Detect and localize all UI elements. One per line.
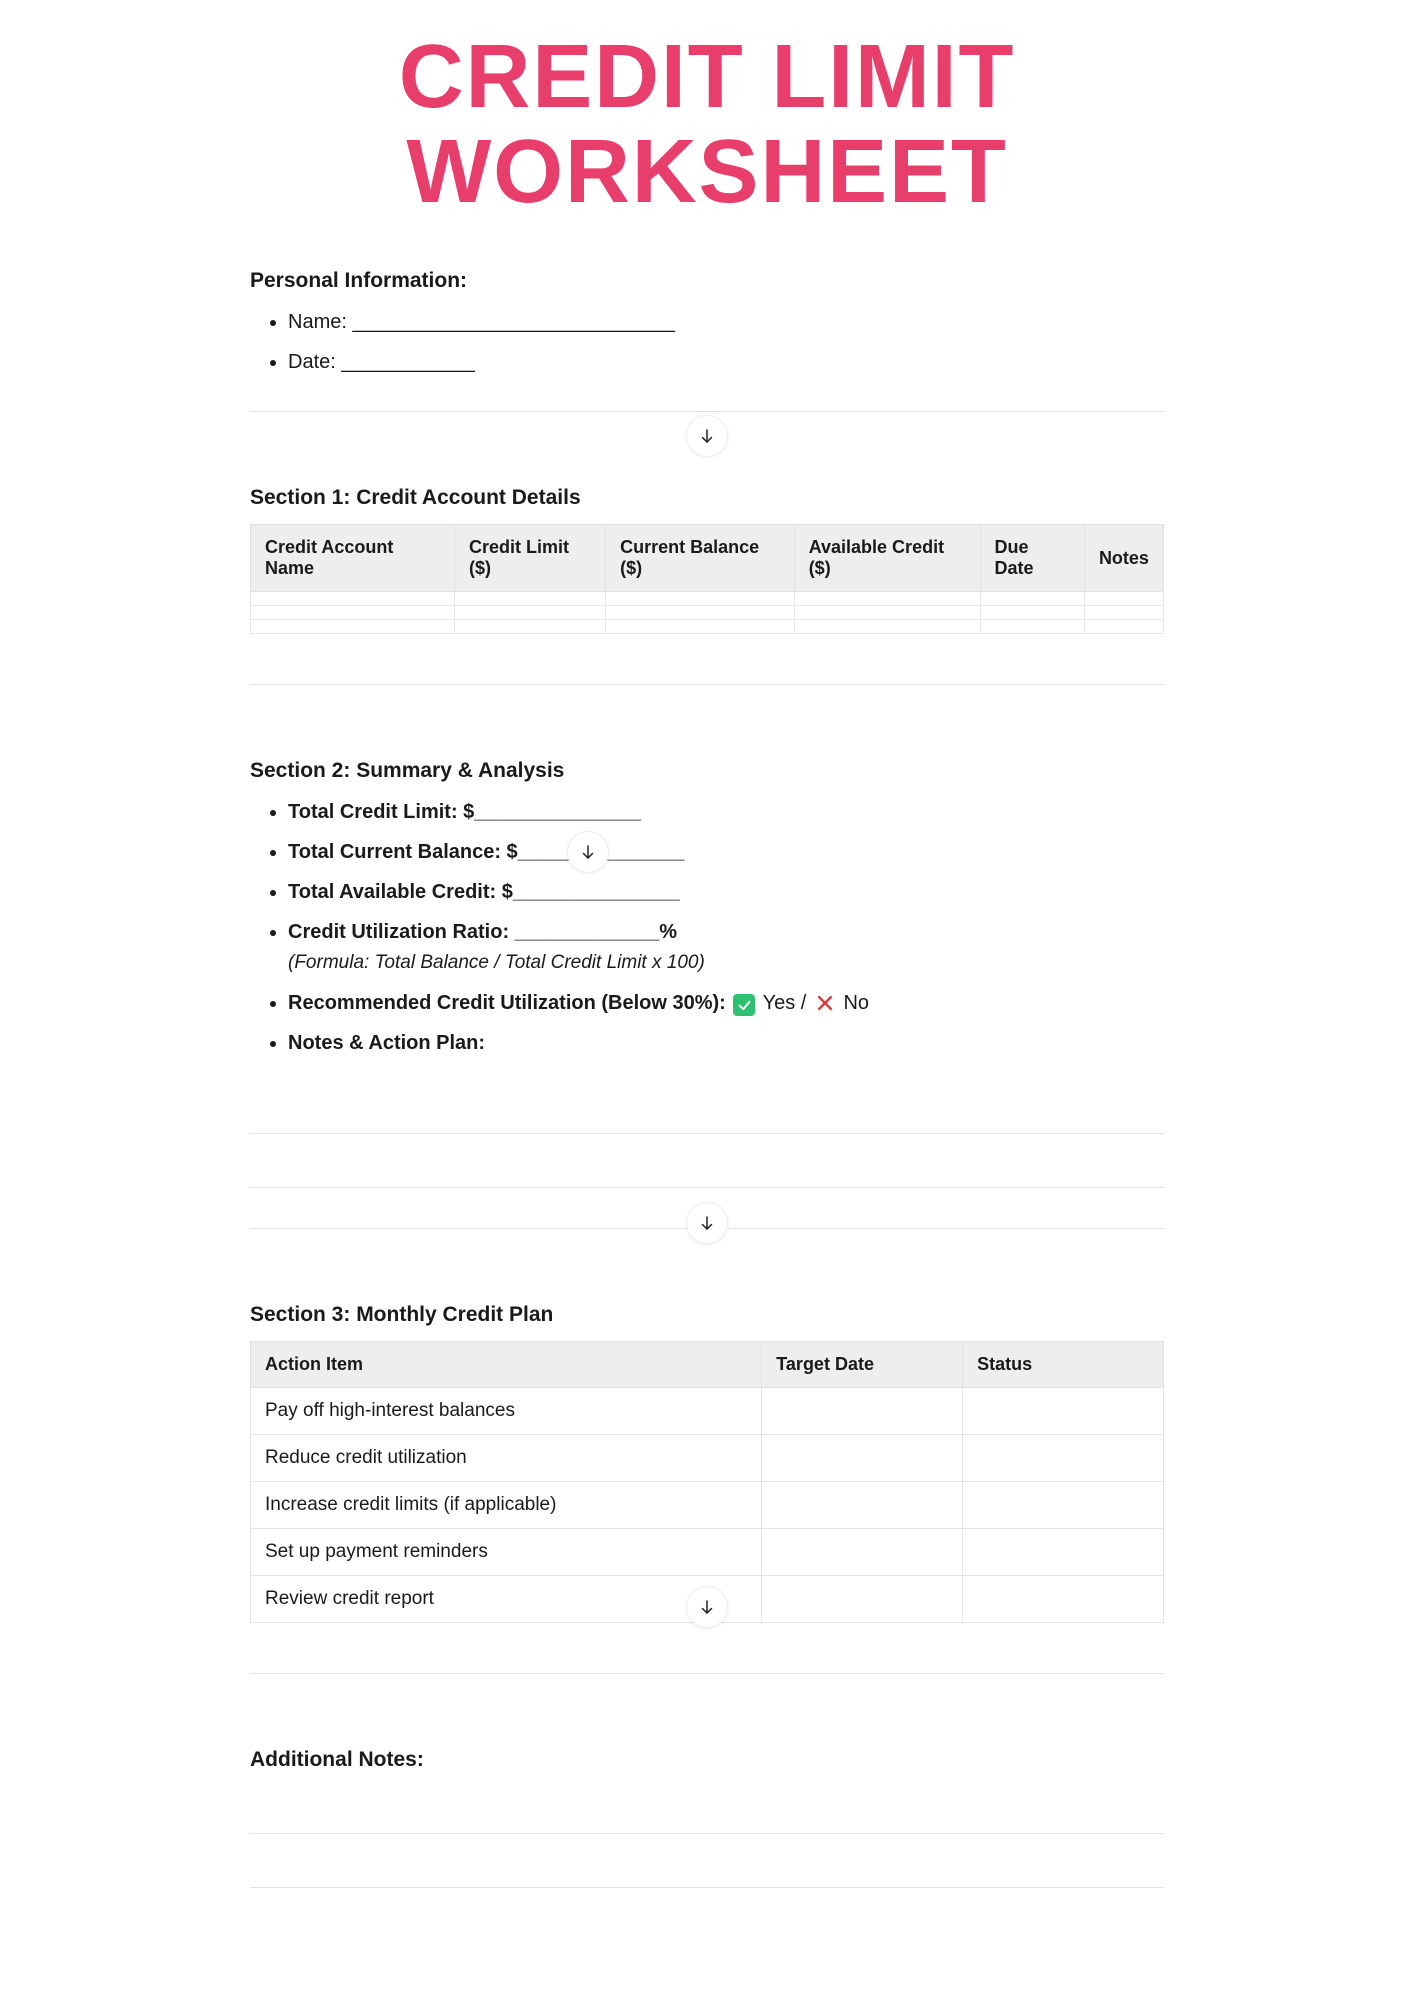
table-cell <box>980 592 1084 606</box>
table-cell <box>1084 592 1163 606</box>
table-cell <box>455 606 606 620</box>
table-row <box>251 606 1164 620</box>
table-cell <box>980 620 1084 634</box>
divider-line <box>250 1673 1164 1674</box>
additional-notes-heading: Additional Notes: <box>250 1748 1164 1772</box>
total-available-credit: Total Available Credit: $_______________ <box>288 877 1164 907</box>
table-cell <box>963 1481 1164 1528</box>
table-cell <box>980 606 1084 620</box>
table-cell <box>455 592 606 606</box>
personal-info-list: Name: _____________________________ Date… <box>250 307 1164 377</box>
arrow-down-icon <box>567 831 609 873</box>
section3-heading: Section 3: Monthly Credit Plan <box>250 1303 1164 1327</box>
arrow-down-icon <box>686 1586 728 1628</box>
blank-write-line <box>250 1786 1164 1834</box>
label: Total Current Balance: $_______________ <box>288 841 685 863</box>
divider-line <box>250 684 1164 685</box>
section2-heading: Section 2: Summary & Analysis <box>250 759 1164 783</box>
table-cell <box>963 1575 1164 1622</box>
table-row: Set up payment reminders <box>251 1528 1164 1575</box>
table-header-row: Credit Account Name Credit Limit ($) Cur… <box>251 525 1164 592</box>
section1-heading: Section 1: Credit Account Details <box>250 486 1164 510</box>
table-cell <box>963 1528 1164 1575</box>
table-cell: Set up payment reminders <box>251 1528 762 1575</box>
table-cell <box>963 1387 1164 1434</box>
table-cell <box>762 1575 963 1622</box>
table-cell: Reduce credit utilization <box>251 1434 762 1481</box>
table-cell <box>606 620 795 634</box>
no-text: No <box>843 992 869 1014</box>
table-cell: Pay off high-interest balances <box>251 1387 762 1434</box>
table-cell: Increase credit limits (if applicable) <box>251 1481 762 1528</box>
worksheet-page: CREDIT LIMIT WORKSHEET Personal Informat… <box>0 0 1414 1968</box>
name-field: Name: _____________________________ <box>288 307 1164 337</box>
arrow-down-icon <box>686 1202 728 1244</box>
table-cell <box>606 592 795 606</box>
table-cell <box>455 620 606 634</box>
blank-write-line <box>250 1840 1164 1888</box>
monthly-plan-table: Action Item Target Date Status Pay off h… <box>250 1341 1164 1623</box>
credit-utilization-ratio: Credit Utilization Ratio: _____________%… <box>288 917 1164 978</box>
col-notes: Notes <box>1084 525 1163 592</box>
yes-text: Yes / <box>763 992 807 1014</box>
col-action-item: Action Item <box>251 1341 762 1387</box>
table-cell <box>762 1387 963 1434</box>
section-divider <box>250 1673 1164 1674</box>
summary-list: Total Credit Limit: $_______________ Tot… <box>250 797 1164 1058</box>
col-due-date: Due Date <box>980 525 1084 592</box>
label: Total Available Credit: $_______________ <box>288 881 680 903</box>
credit-accounts-table: Credit Account Name Credit Limit ($) Cur… <box>250 524 1164 634</box>
table-cell <box>1084 620 1163 634</box>
notes-action-plan: Notes & Action Plan: <box>288 1028 1164 1058</box>
table-cell <box>963 1434 1164 1481</box>
section-divider <box>250 411 1164 412</box>
table-row <box>251 592 1164 606</box>
section-divider <box>250 1228 1164 1229</box>
arrow-down-icon <box>686 415 728 457</box>
personal-info-heading: Personal Information: <box>250 269 1164 293</box>
table-cell <box>251 592 455 606</box>
col-available-credit: Available Credit ($) <box>794 525 980 592</box>
table-cell <box>762 1434 963 1481</box>
table-cell <box>1084 606 1163 620</box>
table-row: Increase credit limits (if applicable) <box>251 1481 1164 1528</box>
table-cell <box>794 620 980 634</box>
col-account-name: Credit Account Name <box>251 525 455 592</box>
label: Credit Utilization Ratio: _____________% <box>288 921 677 943</box>
col-status: Status <box>963 1341 1164 1387</box>
formula-text: (Formula: Total Balance / Total Credit L… <box>288 949 1164 978</box>
col-credit-limit: Credit Limit ($) <box>455 525 606 592</box>
label: Notes & Action Plan: <box>288 1032 485 1054</box>
table-row <box>251 620 1164 634</box>
table-header-row: Action Item Target Date Status <box>251 1341 1164 1387</box>
table-cell <box>762 1481 963 1528</box>
table-cell <box>251 620 455 634</box>
table-cell <box>794 592 980 606</box>
table-row: Reduce credit utilization <box>251 1434 1164 1481</box>
table-cell <box>762 1528 963 1575</box>
col-target-date: Target Date <box>762 1341 963 1387</box>
blank-write-line <box>250 1086 1164 1134</box>
blank-write-line <box>250 1140 1164 1188</box>
section-divider <box>250 684 1164 685</box>
divider-line <box>250 411 1164 412</box>
page-title: CREDIT LIMIT WORKSHEET <box>250 30 1164 219</box>
table-row: Pay off high-interest balances <box>251 1387 1164 1434</box>
label: Total Credit Limit: $_______________ <box>288 801 641 823</box>
col-current-balance: Current Balance ($) <box>606 525 795 592</box>
table-cell <box>251 606 455 620</box>
total-credit-limit: Total Credit Limit: $_______________ <box>288 797 1164 827</box>
check-icon <box>733 994 755 1016</box>
recommended-utilization: Recommended Credit Utilization (Below 30… <box>288 988 1164 1018</box>
table-cell: Review credit report <box>251 1575 762 1622</box>
table-cell <box>606 606 795 620</box>
table-cell <box>794 606 980 620</box>
total-current-balance: Total Current Balance: $_______________ <box>288 837 1164 867</box>
x-icon <box>814 992 836 1014</box>
label: Recommended Credit Utilization (Below 30… <box>288 992 726 1014</box>
date-field: Date: ____________ <box>288 347 1164 377</box>
